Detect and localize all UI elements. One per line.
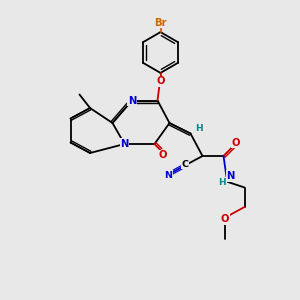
Text: O: O xyxy=(231,137,240,148)
Text: N: N xyxy=(164,171,172,180)
Text: N: N xyxy=(120,139,129,149)
Text: O: O xyxy=(221,214,229,224)
Text: H: H xyxy=(195,124,203,133)
Text: O: O xyxy=(159,150,167,161)
Text: O: O xyxy=(156,76,165,86)
Text: N: N xyxy=(226,171,235,181)
Text: N: N xyxy=(128,95,136,106)
Text: C: C xyxy=(182,160,189,169)
Text: H: H xyxy=(218,178,226,187)
Text: Br: Br xyxy=(154,17,167,28)
